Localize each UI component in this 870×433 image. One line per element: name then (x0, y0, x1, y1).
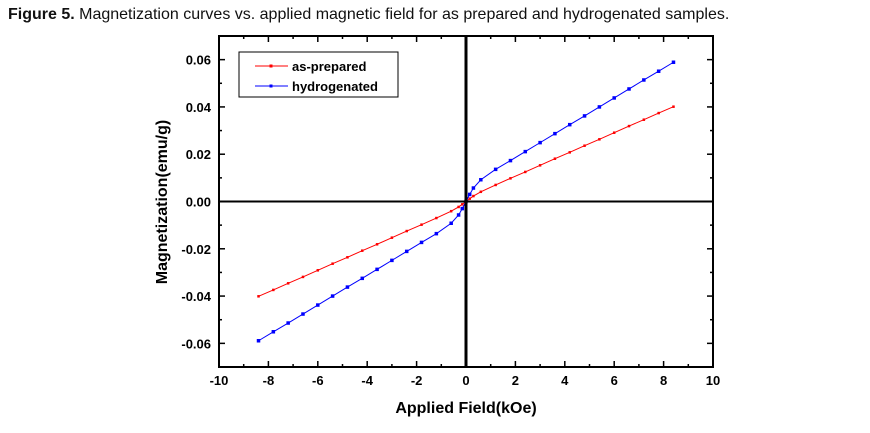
data-point-as-prepared (553, 157, 557, 160)
data-point-hydrogenated (390, 258, 394, 263)
data-point-hydrogenated (627, 87, 631, 91)
data-point-hydrogenated (301, 312, 305, 316)
data-point-as-prepared (472, 194, 475, 198)
data-point-as-prepared (468, 197, 471, 200)
data-point-hydrogenated (523, 149, 528, 154)
data-point-as-prepared (627, 124, 631, 128)
data-point-hydrogenated (467, 192, 472, 197)
data-point-hydrogenated (434, 231, 439, 236)
y-tick-label: -0.02 (181, 242, 211, 257)
data-point-as-prepared (346, 256, 349, 259)
data-point-hydrogenated (642, 78, 646, 82)
data-point-as-prepared (479, 190, 483, 194)
y-tick-label: -0.06 (181, 336, 211, 351)
data-point-as-prepared (435, 216, 438, 220)
data-point-as-prepared (361, 249, 364, 252)
data-point-as-prepared (642, 118, 646, 121)
data-point-as-prepared (672, 105, 675, 108)
data-point-hydrogenated (656, 69, 661, 73)
data-point-hydrogenated (553, 131, 557, 136)
data-point-as-prepared (257, 295, 260, 298)
data-point-hydrogenated (316, 303, 320, 307)
data-point-hydrogenated (597, 105, 602, 109)
data-point-as-prepared (301, 275, 305, 279)
data-point-hydrogenated (471, 186, 476, 190)
legend-label-hydrogenated: hydrogenated (292, 79, 378, 94)
x-tick-label: 4 (561, 373, 569, 388)
data-point-as-prepared (524, 170, 527, 174)
data-point-as-prepared (449, 209, 453, 213)
data-point-as-prepared (272, 288, 275, 292)
data-point-hydrogenated (449, 221, 453, 226)
data-point-hydrogenated (508, 158, 513, 163)
data-point-as-prepared (583, 144, 586, 147)
data-point-as-prepared (509, 177, 512, 180)
data-point-hydrogenated (330, 294, 335, 298)
data-point-hydrogenated (479, 177, 483, 182)
data-point-hydrogenated (582, 114, 587, 118)
data-point-as-prepared (494, 183, 497, 187)
data-point-as-prepared (598, 138, 601, 141)
data-point-hydrogenated (256, 339, 261, 343)
data-point-hydrogenated (419, 240, 424, 245)
x-axis-label: Applied Field(kOe) (395, 400, 536, 417)
x-tick-label: -8 (263, 373, 275, 388)
data-point-hydrogenated (460, 206, 465, 211)
data-point-hydrogenated (404, 249, 409, 254)
y-tick-label: 0.02 (186, 147, 211, 162)
data-point-as-prepared (457, 205, 460, 209)
data-point-as-prepared (420, 223, 423, 226)
legend-label-as-prepared: as-prepared (292, 59, 366, 74)
x-tick-label: -6 (312, 373, 324, 388)
x-tick-label: 0 (462, 373, 469, 388)
legend-marker-as-prepared (269, 64, 273, 68)
data-point-as-prepared (390, 236, 394, 239)
data-point-as-prepared (657, 111, 660, 115)
legend: as-prepared hydrogenated (238, 51, 399, 98)
data-point-hydrogenated (286, 321, 290, 325)
data-point-as-prepared (331, 262, 334, 265)
data-point-as-prepared (612, 131, 616, 134)
x-tick-label: -10 (210, 373, 229, 388)
caption-text: Magnetization curves vs. applied magneti… (74, 6, 730, 23)
data-point-hydrogenated (671, 60, 676, 64)
data-point-as-prepared (538, 164, 542, 167)
x-tick-label: 2 (512, 373, 519, 388)
data-point-hydrogenated (567, 122, 572, 127)
x-tick-label: 8 (660, 373, 667, 388)
legend-marker-hydrogenated (269, 84, 273, 88)
series-layer (256, 60, 676, 343)
legend-box (238, 51, 399, 98)
data-point-hydrogenated (271, 330, 276, 334)
data-point-as-prepared (461, 203, 464, 206)
caption-label: Figure 5. (8, 6, 75, 23)
y-tick-label: 0.06 (186, 53, 211, 68)
figure-caption: Figure 5. Magnetization curves vs. appli… (8, 6, 729, 24)
y-axis-label: Magnetization(emu/g) (154, 120, 171, 284)
y-tick-label: 0.04 (186, 100, 212, 115)
data-point-hydrogenated (345, 285, 350, 289)
ticks: -10 -8 -6 -4 -2 0 2 4 6 8 10 -0.06 -0.04 -0.02 0.00 0.0… (181, 35, 720, 388)
x-tick-label: -4 (361, 373, 373, 388)
data-point-hydrogenated (360, 276, 365, 281)
data-point-as-prepared (316, 269, 320, 272)
data-point-hydrogenated (612, 96, 616, 100)
data-point-as-prepared (405, 229, 408, 233)
data-point-as-prepared (568, 151, 571, 154)
y-tick-label: -0.04 (181, 289, 211, 304)
x-tick-label: -2 (411, 373, 423, 388)
x-tick-label: 10 (706, 373, 720, 388)
data-point-hydrogenated (456, 213, 461, 217)
y-tick-label: 0.00 (186, 195, 211, 210)
data-point-hydrogenated (538, 140, 542, 145)
data-point-hydrogenated (493, 167, 498, 172)
data-point-as-prepared (375, 243, 379, 246)
data-point-hydrogenated (375, 267, 379, 272)
data-point-as-prepared (286, 282, 290, 285)
x-tick-label: 6 (611, 373, 618, 388)
